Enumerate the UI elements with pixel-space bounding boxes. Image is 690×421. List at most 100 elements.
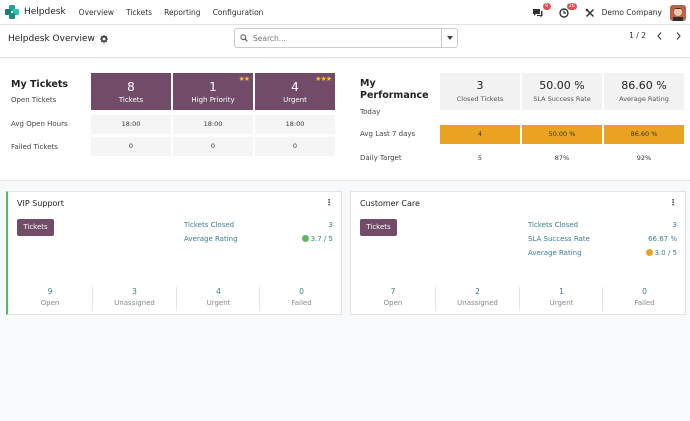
- avg7-cell[interactable]: 50.00 %: [522, 125, 602, 144]
- pager-value[interactable]: 1 / 2: [629, 31, 646, 40]
- team-name: VIP Support: [17, 199, 64, 208]
- tickets-button[interactable]: Tickets: [360, 219, 397, 236]
- smile-face-icon: [301, 235, 309, 242]
- menu-configuration[interactable]: Configuration: [212, 7, 264, 17]
- stat-failed[interactable]: 0 Failed: [259, 287, 343, 311]
- tile-label: Closed Tickets: [456, 95, 504, 103]
- stat-value: 4: [216, 287, 221, 296]
- pager-next-button[interactable]: [670, 29, 686, 42]
- stat-unassigned[interactable]: 2 Unassigned: [435, 287, 519, 311]
- tile-value: 1: [209, 80, 217, 94]
- tickets-closed-value[interactable]: 3: [672, 221, 677, 229]
- search-input[interactable]: [253, 33, 441, 43]
- stat-open[interactable]: 9 Open: [8, 287, 92, 311]
- average-rating-value[interactable]: 3.0 / 5: [645, 249, 677, 257]
- control-panel: Helpdesk Overview 1 / 2: [0, 25, 690, 58]
- tickets-closed-label[interactable]: Tickets Closed: [528, 221, 579, 229]
- tile-value: 8: [127, 80, 135, 94]
- my-stats-section: My Tickets Open Tickets Avg Open Hours F…: [0, 59, 690, 181]
- sla-success-tile[interactable]: 50.00 % SLA Success Rate: [522, 73, 602, 110]
- tile-label: Urgent: [283, 96, 307, 104]
- closed-tickets-tile[interactable]: 3 Closed Tickets: [440, 73, 520, 110]
- open-tickets-label: Open Tickets: [11, 96, 57, 104]
- neutral-face-icon: [645, 249, 653, 256]
- stat-label: Urgent: [549, 299, 574, 307]
- star-icon: ★★★: [315, 75, 332, 83]
- avg-hours-cell[interactable]: 18:00: [173, 115, 253, 134]
- sla-success-rate-value[interactable]: 66.67 %: [648, 235, 677, 243]
- search-bar: [234, 28, 458, 48]
- tile-value: 50.00 %: [539, 79, 585, 92]
- app-brand[interactable]: Helpdesk: [5, 5, 66, 19]
- messages-button[interactable]: 9: [531, 2, 551, 20]
- search-icon: [235, 34, 253, 42]
- menu-reporting[interactable]: Reporting: [164, 7, 201, 17]
- stat-label: Open: [40, 299, 60, 307]
- average-rating-label[interactable]: Average Rating: [184, 235, 238, 243]
- user-avatar[interactable]: [670, 4, 686, 21]
- my-tickets-title: My Tickets: [11, 79, 69, 90]
- my-performance-title-line1: My: [360, 78, 376, 89]
- stat-value: 0: [299, 287, 304, 296]
- daily-target-label: Daily Target: [360, 154, 402, 162]
- tile-label: SLA Success Rate: [533, 95, 591, 103]
- stat-value: 1: [559, 287, 564, 296]
- tickets-button[interactable]: Tickets: [17, 219, 54, 236]
- failed-cell[interactable]: 0: [173, 137, 253, 156]
- company-switcher[interactable]: Demo Company: [601, 8, 662, 17]
- tile-label: High Priority: [191, 96, 235, 104]
- tools-icon: [585, 8, 594, 17]
- team-card-vip-support: VIP Support ⋮ Tickets Tickets Closed 3 A…: [6, 191, 342, 315]
- top-navbar: Helpdesk Overview Tickets Reporting Conf…: [0, 0, 690, 25]
- tile-label: Tickets: [118, 96, 144, 104]
- stat-failed[interactable]: 0 Failed: [602, 287, 686, 311]
- avg7-cell[interactable]: 86.60 %: [604, 125, 684, 144]
- average-rating-value[interactable]: 3.7 / 5: [301, 235, 333, 243]
- activities-button[interactable]: 26: [557, 2, 577, 20]
- stat-urgent[interactable]: 4 Urgent: [176, 287, 260, 311]
- menu-tickets[interactable]: Tickets: [125, 7, 153, 17]
- breadcrumb: Helpdesk Overview: [8, 34, 108, 44]
- stat-urgent[interactable]: 1 Urgent: [519, 287, 603, 311]
- pager-previous-button[interactable]: [651, 29, 667, 42]
- menu-overview[interactable]: Overview: [78, 7, 114, 17]
- tickets-closed-label[interactable]: Tickets Closed: [184, 221, 235, 229]
- high-priority-tile[interactable]: ★★ 1 High Priority: [173, 73, 253, 110]
- stat-open[interactable]: 7 Open: [351, 287, 435, 311]
- stat-value: 3: [132, 287, 137, 296]
- average-rating-label[interactable]: Average Rating: [528, 249, 582, 257]
- systray: 9 26 Demo Company: [531, 0, 690, 25]
- urgent-tile[interactable]: ★★★ 4 Urgent: [255, 73, 335, 110]
- my-tickets-count-tile[interactable]: 8 Tickets: [91, 73, 171, 110]
- target-cell: 5: [477, 154, 483, 162]
- stat-unassigned[interactable]: 3 Unassigned: [92, 287, 176, 311]
- card-menu-icon[interactable]: ⋮: [325, 198, 333, 207]
- avg7-cell[interactable]: 4: [440, 125, 520, 144]
- page-title: Helpdesk Overview: [8, 34, 95, 44]
- team-card-customer-care: Customer Care ⋮ Tickets Tickets Closed 3…: [350, 191, 686, 315]
- tickets-closed-value[interactable]: 3: [328, 221, 333, 229]
- failed-cell[interactable]: 0: [255, 137, 335, 156]
- chevron-left-icon: [656, 31, 661, 40]
- avg-hours-cell[interactable]: 18:00: [255, 115, 335, 134]
- stat-value: 0: [642, 287, 647, 296]
- user-photo-icon: [670, 4, 686, 21]
- avg-hours-cell[interactable]: 18:00: [91, 115, 171, 134]
- rating-text: 3.7 / 5: [310, 235, 333, 243]
- sla-success-rate-label[interactable]: SLA Success Rate: [528, 235, 590, 243]
- stat-label: Failed: [291, 299, 312, 307]
- failed-cell[interactable]: 0: [91, 137, 171, 156]
- star-icon: ★★: [238, 75, 250, 83]
- tools-button[interactable]: [583, 6, 597, 20]
- stat-label: Urgent: [206, 299, 231, 307]
- avg-open-hours-label: Avg Open Hours: [11, 120, 68, 128]
- card-menu-icon[interactable]: ⋮: [669, 198, 677, 207]
- chat-icon: [533, 8, 543, 17]
- stat-label: Unassigned: [457, 299, 498, 307]
- app-name: Helpdesk: [24, 7, 66, 17]
- helpdesk-logo-icon: [5, 5, 19, 19]
- gear-icon[interactable]: [99, 35, 108, 43]
- average-rating-tile[interactable]: 86.60 % Average Rating: [604, 73, 684, 110]
- tile-value: 3: [476, 79, 484, 92]
- search-options-toggle[interactable]: [441, 29, 457, 47]
